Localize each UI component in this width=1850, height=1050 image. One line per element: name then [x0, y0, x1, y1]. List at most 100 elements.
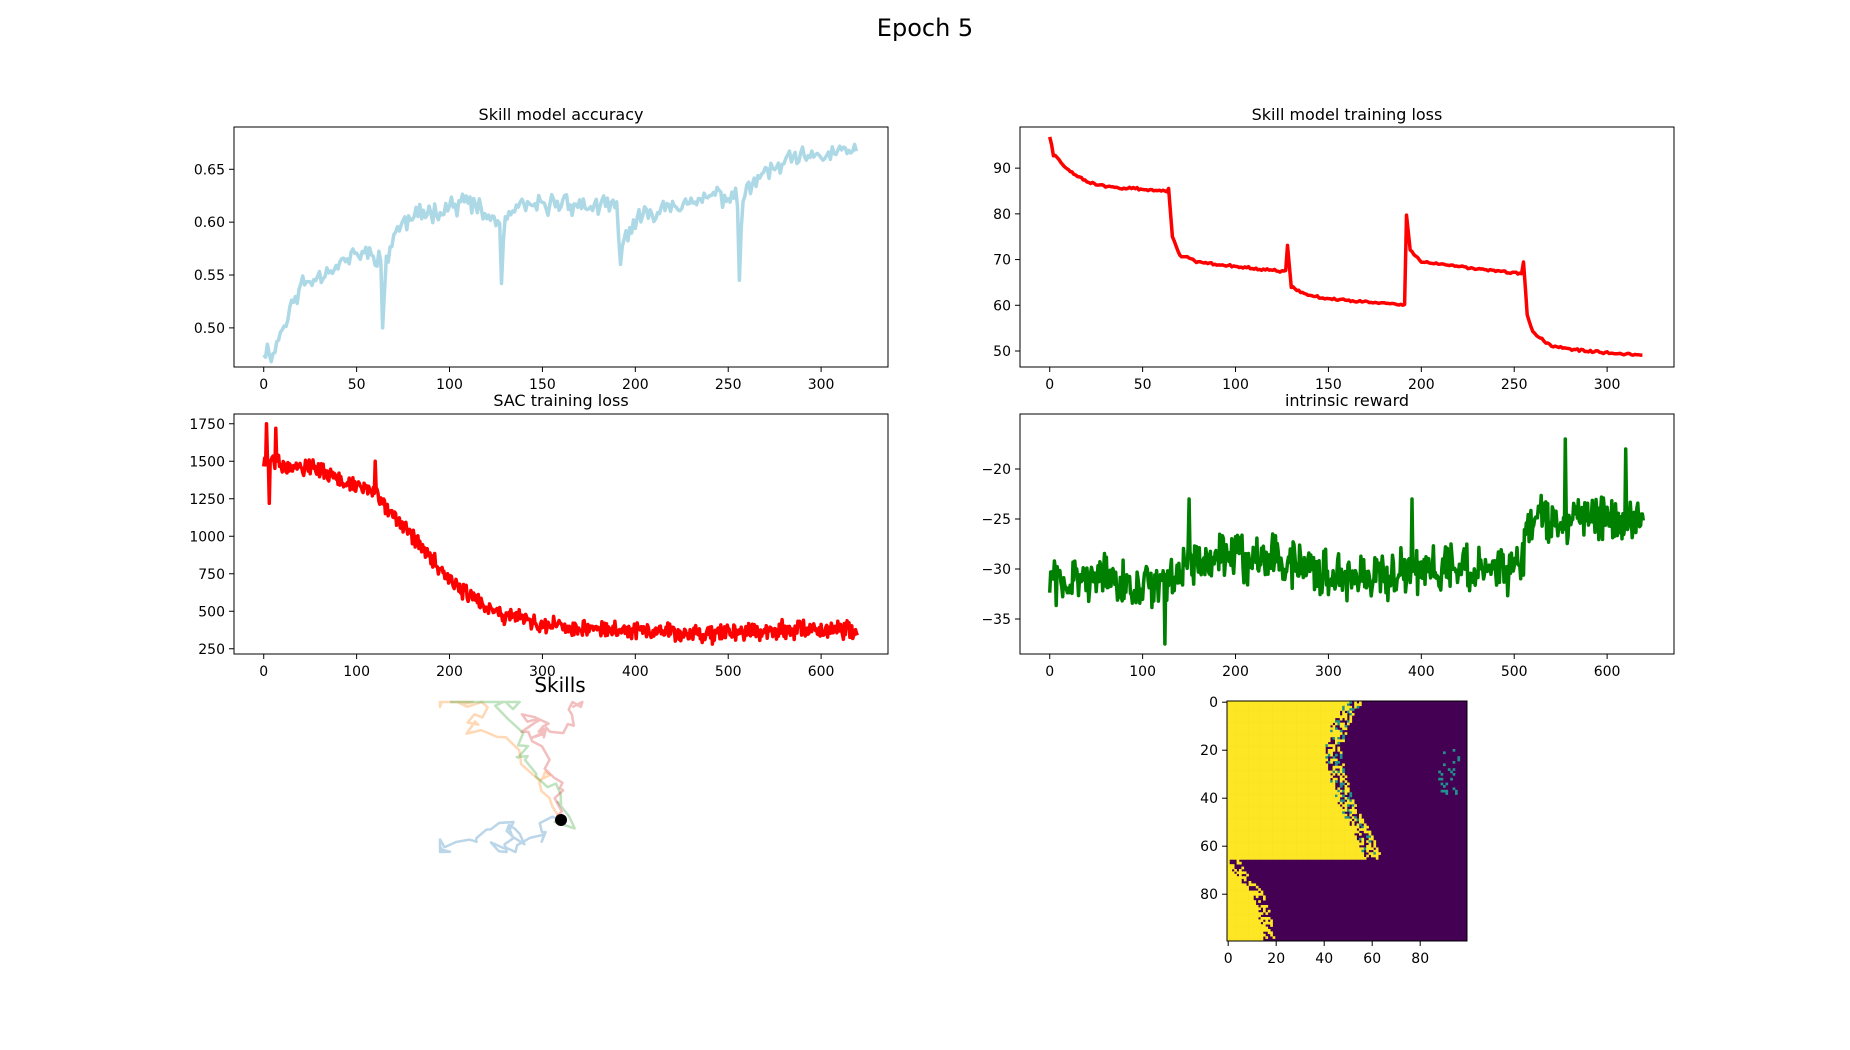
heatmap-cell — [1303, 734, 1307, 738]
heatmap-cell — [1239, 828, 1242, 831]
heatmap-cell — [1299, 744, 1302, 747]
heatmap-cell — [1263, 701, 1266, 704]
heatmap-cell — [1323, 775, 1326, 779]
heatmap-cell — [1299, 818, 1302, 822]
heatmap-cell — [1330, 785, 1333, 788]
heatmap-cell — [1330, 849, 1333, 853]
heatmap-frame — [1226, 700, 1468, 942]
heatmap-cell — [1241, 921, 1245, 925]
heatmap-cell — [1303, 758, 1307, 762]
heatmap-cell — [1332, 777, 1336, 781]
heatmap-cell — [1258, 792, 1261, 795]
figure-title: Epoch 5 — [876, 14, 974, 42]
heatmap-cell — [1337, 713, 1341, 716]
heatmap-cell — [1243, 710, 1247, 714]
heatmap-cell — [1313, 801, 1317, 805]
heatmap-cell — [1241, 830, 1245, 834]
heatmap-cell — [1299, 785, 1302, 788]
heatmap-cell — [1279, 770, 1283, 774]
heatmap-cell — [1315, 828, 1319, 831]
heatmap-cell — [1239, 775, 1242, 779]
heatmap-cell — [1227, 777, 1230, 781]
heatmap-cell — [1344, 833, 1348, 836]
heatmap-cell — [1227, 797, 1230, 800]
heatmap-cell — [1287, 847, 1290, 851]
heatmap-cell — [1313, 708, 1317, 711]
heatmap-cell — [1248, 758, 1252, 762]
heatmap-cell — [1231, 931, 1235, 935]
heatmap-cell — [1306, 701, 1309, 704]
heatmap-cell — [1270, 845, 1273, 848]
heatmap-cell — [1296, 773, 1300, 776]
heatmap-cell — [1323, 705, 1326, 709]
heatmap-cell — [1282, 816, 1285, 819]
heatmap-cell — [1308, 857, 1312, 860]
heatmap-cell — [1289, 761, 1293, 764]
heatmap-cell — [1313, 713, 1317, 716]
heatmap-cell — [1311, 821, 1314, 824]
heatmap-cell — [1255, 785, 1259, 788]
heatmap-cell — [1241, 727, 1245, 731]
heatmap-cell — [1284, 763, 1288, 767]
heatmap-cell — [1299, 794, 1302, 798]
heatmap-cell — [1234, 895, 1237, 899]
heatmap-cell — [1306, 732, 1309, 735]
heatmap-cell — [1239, 797, 1242, 800]
heatmap-cell — [1306, 830, 1309, 834]
heatmap-cell — [1332, 821, 1336, 824]
heatmap-cell — [1272, 722, 1276, 726]
heatmap-cell — [1246, 840, 1249, 843]
heatmap-cell — [1251, 895, 1254, 899]
heatmap-cell — [1330, 753, 1333, 757]
heatmap-cell — [1279, 794, 1283, 798]
heatmap-cell — [1294, 804, 1297, 807]
heatmap-cell — [1229, 830, 1233, 834]
heatmap-cell — [1339, 780, 1343, 783]
heatmap-cell — [1313, 833, 1317, 836]
heatmap-cell — [1260, 813, 1264, 817]
heatmap-cell — [1234, 806, 1237, 810]
heatmap-cell — [1239, 909, 1242, 913]
heatmap-cell — [1330, 845, 1333, 848]
heatmap-cell — [1311, 806, 1314, 810]
heatmap-cell — [1313, 710, 1317, 714]
heatmap-cell — [1231, 809, 1235, 812]
heatmap-cell — [1229, 835, 1233, 839]
heatmap-cell — [1253, 801, 1257, 805]
heatmap-cell — [1267, 794, 1271, 798]
heatmap-cell — [1339, 739, 1343, 743]
heatmap-cell — [1337, 739, 1341, 743]
heatmap-cell — [1306, 768, 1309, 771]
heatmap-cell — [1287, 758, 1290, 762]
heatmap-cell — [1265, 761, 1269, 764]
heatmap-cell — [1231, 907, 1235, 911]
heatmap-cell — [1284, 818, 1288, 822]
heatmap-cell — [1289, 847, 1293, 851]
heatmap-cell — [1339, 857, 1343, 860]
heatmap-cell — [1342, 825, 1345, 829]
heatmap-cell — [1231, 797, 1235, 800]
heatmap-cell — [1253, 725, 1257, 728]
heatmap-cell — [1337, 813, 1341, 817]
heatmap-cell — [1248, 739, 1252, 743]
heatmap-cell — [1258, 806, 1261, 810]
heatmap-cell — [1296, 818, 1300, 822]
heatmap-cell — [1440, 777, 1444, 781]
heatmap-cell — [1258, 837, 1261, 841]
heatmap-cell — [1272, 825, 1276, 829]
heatmap-cell — [1347, 837, 1350, 841]
heatmap-cell — [1291, 725, 1295, 728]
heatmap-cell — [1253, 768, 1257, 771]
heatmap-cell — [1277, 852, 1281, 855]
heatmap-cell — [1349, 857, 1353, 860]
heatmap-cell — [1335, 852, 1338, 855]
heatmap-cell — [1253, 720, 1257, 723]
heatmap-cell — [1253, 842, 1257, 846]
heatmap-cell — [1263, 921, 1266, 925]
heatmap-cell — [1330, 852, 1333, 855]
heatmap-cell — [1248, 816, 1252, 819]
heatmap-cell — [1241, 729, 1245, 733]
heatmap-cell — [1323, 741, 1326, 745]
heatmap-cell — [1227, 893, 1230, 896]
heatmap-cell — [1315, 710, 1319, 714]
